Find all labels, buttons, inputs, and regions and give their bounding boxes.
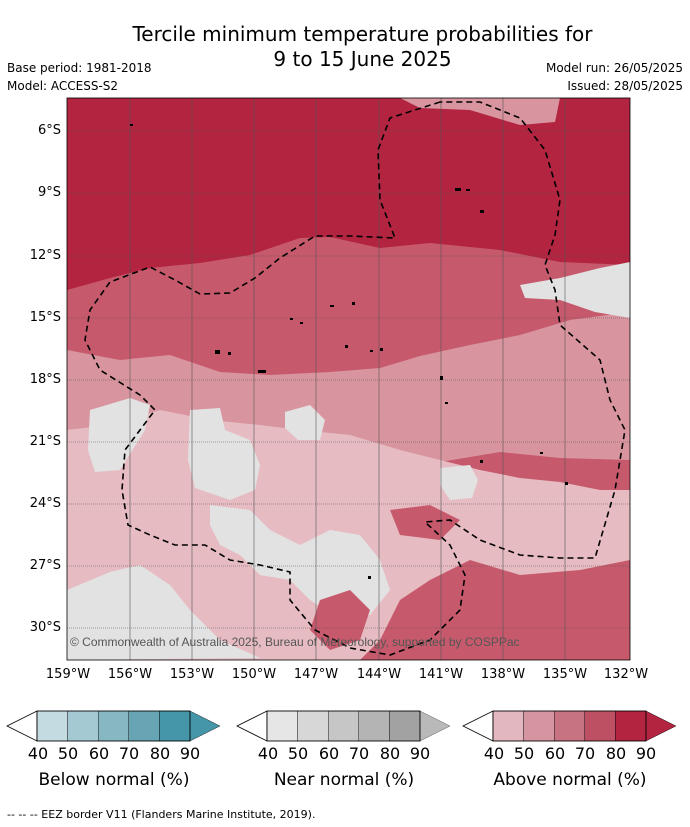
meta-right: Model run: 26/05/2025 Issued: 28/05/2025 <box>546 59 683 95</box>
lat-label-9s: 9°S <box>37 185 61 200</box>
tick-70: 70 <box>348 744 370 763</box>
colorbar-segment <box>128 710 160 742</box>
legend-title-below: Below normal (%) <box>38 770 190 790</box>
graticule <box>67 98 630 660</box>
lon-label-153w: 153°W <box>169 667 215 682</box>
colorbar-segment <box>327 710 359 742</box>
eez-borders <box>84 101 626 656</box>
legend-title-near: Near normal (%) <box>273 770 415 790</box>
tick-80: 80 <box>605 744 627 763</box>
tick-40: 40 <box>27 744 49 763</box>
lon-label-144w: 144°W <box>356 667 402 682</box>
legend-title-above: Above normal (%) <box>493 770 647 790</box>
lat-label-18s: 18°S <box>29 372 61 387</box>
legend-below-normal: 40 50 60 70 80 90 Below normal (%) <box>6 710 222 790</box>
lat-label-12s: 12°S <box>29 248 61 263</box>
tick-90: 90 <box>635 744 657 763</box>
tick-90: 90 <box>409 744 431 763</box>
colorbar-above <box>462 710 677 742</box>
map-frame <box>66 97 631 661</box>
colorbar-arrow <box>419 710 451 742</box>
islands <box>130 124 568 579</box>
issued-date: Issued: 28/05/2025 <box>567 79 683 93</box>
colorbar-arrow <box>645 710 677 742</box>
near-normal-patch-4 <box>67 565 260 660</box>
tick-70: 70 <box>574 744 596 763</box>
colorbar-segment <box>584 710 616 742</box>
lat-label-21s: 21°S <box>29 434 61 449</box>
tick-50: 50 <box>57 744 79 763</box>
title-line-1: Tercile minimum temperature probabilitie… <box>132 22 593 46</box>
colorbar-segment <box>389 710 421 742</box>
lon-label-141w: 141°W <box>418 667 464 682</box>
tick-40: 40 <box>483 744 505 763</box>
tick-70: 70 <box>118 744 140 763</box>
model-run: Model run: 26/05/2025 <box>545 61 683 75</box>
colorbar-segment <box>553 710 585 742</box>
lon-label-147w: 147°W <box>293 667 339 682</box>
colorbar-segment <box>266 710 298 742</box>
near-normal-patch-2 <box>188 408 260 500</box>
tick-60: 60 <box>88 744 110 763</box>
lat-label-24s: 24°S <box>29 496 61 511</box>
lat-label-30s: 30°S <box>29 620 61 635</box>
lon-label-135w: 135°W <box>542 667 588 682</box>
tick-50: 50 <box>287 744 309 763</box>
lon-label-138w: 138°W <box>480 667 526 682</box>
above-mid-blotch-2 <box>390 505 460 540</box>
title-line-2: 9 to 15 June 2025 <box>273 47 452 71</box>
colorbar-segment <box>97 710 129 742</box>
colorbar-segment <box>159 710 191 742</box>
near-normal-patch-7 <box>285 405 325 440</box>
near-normal-patch-1 <box>88 398 150 472</box>
colorbar-below <box>6 710 221 742</box>
lon-label-132w: 132°W <box>603 667 649 682</box>
tick-90: 90 <box>179 744 201 763</box>
above-light-north <box>400 98 560 125</box>
colorbar-segment <box>492 710 524 742</box>
map-title: Tercile minimum temperature probabilitie… <box>0 22 690 72</box>
near-normal-patch-6 <box>520 262 630 318</box>
lat-label-6s: 6°S <box>37 123 61 138</box>
meta-left: Base period: 1981-2018 Model: ACCESS-S2 <box>7 59 152 95</box>
model-name: Model: ACCESS-S2 <box>7 79 119 93</box>
tick-60: 60 <box>318 744 340 763</box>
colorbar-segment <box>36 710 68 742</box>
lon-label-156w: 156°W <box>107 667 153 682</box>
tick-60: 60 <box>544 744 566 763</box>
tick-50: 50 <box>513 744 535 763</box>
colorbar-arrow <box>189 710 221 742</box>
colorbar-segment <box>358 710 390 742</box>
lon-label-150w: 150°W <box>231 667 277 682</box>
colorbar-segment <box>615 710 647 742</box>
lat-label-15s: 15°S <box>29 310 61 325</box>
probability-map: © Commonwealth of Australia 2025, Bureau… <box>66 97 631 661</box>
tick-80: 80 <box>149 744 171 763</box>
legend-near-normal: 40 50 60 70 80 90 Near normal (%) <box>236 710 452 790</box>
eez-footnote: -- -- -- EEZ border V11 (Flanders Marine… <box>7 808 316 821</box>
above-dark-region <box>67 98 630 290</box>
colorbar-segment <box>523 710 555 742</box>
colorbar-segment <box>67 710 99 742</box>
lon-label-159w: 159°W <box>45 667 91 682</box>
tick-80: 80 <box>379 744 401 763</box>
copyright-text: © Commonwealth of Australia 2025, Bureau… <box>70 635 520 649</box>
tick-40: 40 <box>257 744 279 763</box>
colorbar-near <box>236 710 451 742</box>
near-normal-patch-5 <box>440 465 478 500</box>
legend-above-normal: 40 50 60 70 80 90 Above normal (%) <box>462 710 678 790</box>
colorbar-segment <box>297 710 329 742</box>
base-period: Base period: 1981-2018 <box>7 61 152 75</box>
lat-label-27s: 27°S <box>29 558 61 573</box>
near-normal-patch-3 <box>210 505 390 620</box>
